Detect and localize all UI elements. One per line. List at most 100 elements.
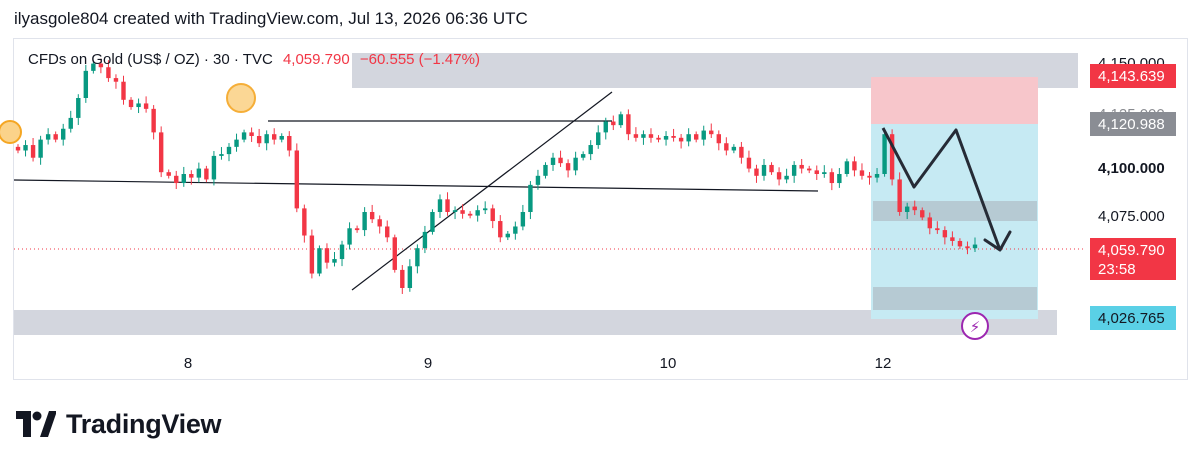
symbol-title: CFDs on Gold (US$ / OZ) · 30 · TVC	[28, 51, 273, 68]
legend-last-price: 4,059.790	[282, 51, 350, 68]
stop-loss-tag-text: 4,143.639	[1098, 68, 1165, 85]
candle-body	[626, 114, 631, 135]
candle-body	[761, 164, 767, 176]
candle-body	[475, 210, 480, 216]
candle-body	[241, 132, 247, 140]
candle-body	[535, 175, 541, 185]
candle-body	[573, 157, 578, 171]
candle-body	[279, 136, 284, 140]
candle-body	[294, 150, 300, 209]
orange-marker[interactable]	[226, 83, 256, 113]
candle-body	[490, 208, 495, 222]
candle-body	[158, 132, 164, 173]
candle-body	[882, 134, 887, 174]
candle-body	[709, 130, 714, 135]
candle-body	[588, 145, 593, 155]
candle-body	[920, 210, 925, 218]
candle-body	[151, 108, 156, 133]
candle-body	[302, 208, 307, 236]
candle-body	[15, 146, 21, 151]
candle-body	[460, 210, 465, 214]
orange-marker-left[interactable]	[0, 120, 22, 144]
last-price-tag	[1090, 238, 1176, 280]
candle-body	[558, 157, 563, 164]
candle-body	[889, 134, 895, 180]
candle-body	[452, 210, 458, 212]
candle-body	[754, 168, 759, 176]
candle-body	[942, 230, 948, 238]
price-chart[interactable]: ⚡ 4,150.000 4,125.000 4,100.000 4,075.00…	[0, 0, 1200, 400]
tradingview-logo-icon	[16, 411, 56, 437]
candle-body	[731, 146, 737, 151]
candle-body	[746, 157, 752, 169]
candle-body	[769, 164, 774, 173]
candle-body	[867, 175, 872, 178]
candle-body	[136, 103, 141, 108]
candle-body	[256, 136, 262, 144]
candle-body	[249, 132, 254, 136]
candle-body	[822, 172, 827, 174]
candle-body	[641, 134, 646, 138]
candle-body	[400, 269, 405, 288]
candle-body	[716, 134, 721, 144]
candle-body	[91, 63, 96, 71]
event-icon[interactable]	[961, 312, 989, 340]
chart-frame	[13, 38, 1188, 380]
candle-body	[128, 99, 134, 108]
y-tick-4100: 4,100.000	[1098, 160, 1165, 177]
tradingview-wordmark: TradingView	[66, 408, 222, 439]
candle-body	[829, 172, 835, 184]
candle-body	[68, 117, 73, 129]
candle-body	[972, 244, 978, 249]
candle-body	[784, 175, 789, 180]
candle-body	[38, 139, 43, 158]
last-price-tag-text: 4,059.790	[1098, 242, 1165, 259]
candle-body	[219, 154, 224, 156]
candle-body	[550, 157, 556, 165]
candle-body	[83, 70, 89, 98]
inner-zone-upper	[873, 201, 1037, 221]
candle-body	[611, 121, 616, 126]
take-profit-tag	[1090, 306, 1176, 330]
candle-body	[369, 212, 375, 220]
candle-body	[204, 168, 209, 180]
stop-loss-tag	[1090, 64, 1176, 88]
candle-body	[23, 145, 28, 151]
candle-body	[874, 174, 880, 178]
candle-body	[385, 226, 390, 238]
candle-body	[234, 139, 239, 147]
candle-body	[897, 179, 902, 212]
candle-body	[317, 248, 322, 274]
chart-caption: ilyasgole804 created with TradingView.co…	[14, 9, 528, 28]
candle-body	[407, 266, 413, 288]
candle-body	[106, 67, 111, 79]
candle-body	[45, 134, 51, 140]
candle-body	[121, 81, 126, 100]
candle-body	[648, 134, 654, 138]
candle-body	[580, 154, 586, 158]
candle-body	[791, 164, 797, 176]
candle-body	[482, 208, 488, 211]
entry-tag-text: 4,120.988	[1098, 116, 1165, 133]
candle-body	[498, 221, 503, 238]
sloped-line[interactable]	[13, 179, 819, 192]
candle-body	[287, 136, 292, 151]
candle-body	[656, 137, 661, 140]
candle-body	[633, 134, 639, 138]
symbol-legend[interactable]: CFDs on Gold (US$ / OZ) · 30 · TVC 4,059…	[28, 51, 480, 68]
candle-body	[596, 132, 601, 146]
candle-body	[663, 136, 669, 140]
trendline[interactable]	[351, 91, 613, 291]
candle-body	[678, 137, 684, 142]
projection-arrow[interactable]	[881, 127, 1002, 251]
candle-body	[166, 172, 171, 176]
candle-body	[98, 63, 104, 68]
stop-loss-zone	[871, 77, 1038, 124]
candle-body	[837, 174, 842, 184]
candle-body	[264, 134, 269, 144]
candle-body	[61, 128, 66, 140]
candle-body	[965, 246, 970, 249]
candle-body	[196, 168, 202, 178]
candle-body	[799, 164, 804, 169]
x-tick-10: 10	[660, 355, 677, 372]
